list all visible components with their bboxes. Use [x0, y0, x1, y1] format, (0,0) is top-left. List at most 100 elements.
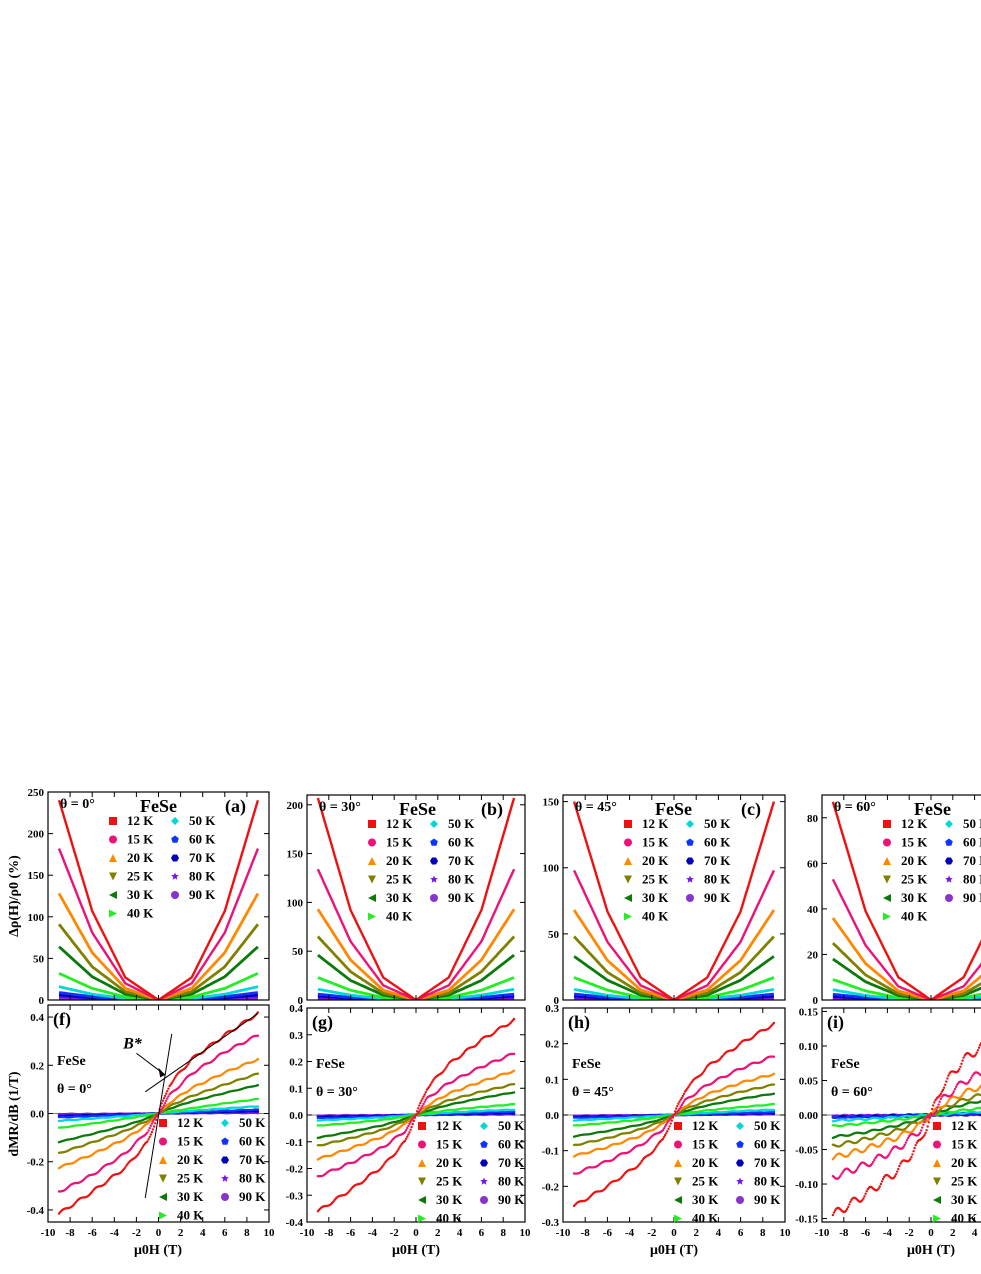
data-point [165, 1100, 167, 1102]
angle-label: θ = 0° [57, 1082, 92, 1097]
legend-item: 30 K [624, 890, 669, 905]
data-point [416, 1110, 418, 1112]
data-point [152, 1128, 154, 1130]
x-tick-label: 2 [178, 1227, 184, 1239]
data-point [153, 1125, 155, 1127]
legend-marker [945, 839, 953, 846]
series-c-15K [574, 870, 774, 1000]
data-point [513, 1083, 515, 1085]
legend-marker [945, 820, 953, 828]
legend-item: 50 K [171, 813, 216, 828]
legend-label: 25 K [642, 872, 669, 887]
legend-item: 15 K [418, 1137, 463, 1152]
y-tick-label: 50 [292, 946, 304, 958]
data-point [513, 1018, 515, 1020]
legend-label: 30 K [177, 1189, 204, 1204]
data-point [406, 1135, 408, 1137]
series-line [574, 910, 774, 1000]
legend-item: 60 K [171, 832, 216, 847]
x-tick-label: 10 [520, 1227, 532, 1239]
data-point [422, 1103, 424, 1105]
data-point [257, 1108, 259, 1110]
legend-item: 12 K [418, 1118, 463, 1133]
data-point [149, 1136, 151, 1138]
legend-item: 30 K [883, 890, 928, 905]
x-tick-label: -10 [41, 1227, 56, 1239]
y-tick-label: 100 [28, 912, 45, 924]
legend-item: 40 K [159, 1208, 204, 1223]
legend-item: 40 K [109, 906, 154, 921]
series-line [318, 869, 514, 1000]
legend-marker [945, 894, 953, 902]
legend-item: 30 K [109, 887, 154, 902]
legend-marker [624, 876, 632, 884]
legend-marker [159, 1193, 167, 1201]
data-point [155, 1119, 157, 1121]
legend-label: 25 K [177, 1171, 204, 1186]
legend-marker [624, 913, 632, 921]
x-tick-label: -4 [110, 1227, 120, 1239]
legend-label: 15 K [127, 832, 154, 847]
y-tick-label: -0.3 [286, 1190, 304, 1202]
legend-marker [221, 1138, 229, 1145]
data-point [257, 1011, 259, 1013]
legend-item: 20 K [368, 853, 413, 868]
y-tick-label: 0.0 [30, 1109, 44, 1121]
data-point [406, 1127, 408, 1129]
legend-marker [945, 858, 953, 865]
legend-label: 12 K [642, 816, 669, 831]
legend-label: 30 K [436, 1192, 463, 1207]
legend-item: 20 K [159, 1152, 204, 1167]
legend-item: 15 K [159, 1134, 204, 1149]
data-point [412, 1123, 414, 1125]
data-point [513, 1091, 515, 1093]
series-a-12K [59, 800, 258, 1000]
legend-a: 12 K15 K20 K25 K30 K40 K50 K60 K70 K80 K… [109, 813, 216, 921]
legend-marker [480, 1141, 488, 1148]
legend-item: 12 K [368, 816, 413, 831]
legend-label: 15 K [436, 1137, 463, 1152]
legend-label: 80 K [498, 1174, 525, 1189]
legend-marker [686, 876, 694, 883]
panel-frame [48, 792, 269, 1000]
angle-label: θ = 30° [316, 1085, 358, 1100]
legend-marker [883, 857, 891, 865]
legend-label: 40 K [642, 909, 669, 924]
y-tick-label: 0.2 [289, 1057, 303, 1069]
legend-label: 15 K [177, 1134, 204, 1149]
series-line [574, 870, 774, 1000]
legend-label: 60 K [239, 1134, 266, 1149]
x-tick-label: 0 [156, 1227, 162, 1239]
legend-label: 40 K [177, 1208, 204, 1223]
legend-label: 70 K [963, 853, 981, 868]
legend-item: 20 K [418, 1155, 463, 1170]
y-tick-label: 250 [28, 787, 45, 799]
data-point [166, 1097, 168, 1099]
legend-item: 12 K [159, 1115, 204, 1130]
legend-marker [430, 839, 438, 846]
legend-label: 80 K [448, 872, 475, 887]
data-point [150, 1133, 152, 1135]
legend-item: 20 K [624, 853, 669, 868]
legend-label: 70 K [704, 853, 731, 868]
legend-item: 25 K [109, 869, 154, 884]
y-tick-label: 0.0 [289, 1110, 303, 1122]
legend-label: 90 K [239, 1189, 266, 1204]
y-tick-label: 100 [287, 897, 304, 909]
data-point [163, 1104, 165, 1106]
legend-item: 70 K [686, 853, 731, 868]
legend-label: 70 K [498, 1155, 525, 1170]
data-point [513, 1070, 515, 1072]
data-point [257, 1098, 259, 1100]
legend-label: 60 K [963, 835, 981, 850]
material-label: FeSe [57, 1054, 86, 1069]
legend-marker [159, 1138, 167, 1146]
legend-label: 90 K [448, 890, 475, 905]
legend-marker [221, 1175, 229, 1182]
legend-label: 90 K [704, 890, 731, 905]
legend-label: 50 K [189, 813, 216, 828]
data-point [424, 1093, 426, 1095]
legend-item: 25 K [159, 1171, 204, 1186]
legend-marker [221, 1157, 229, 1164]
